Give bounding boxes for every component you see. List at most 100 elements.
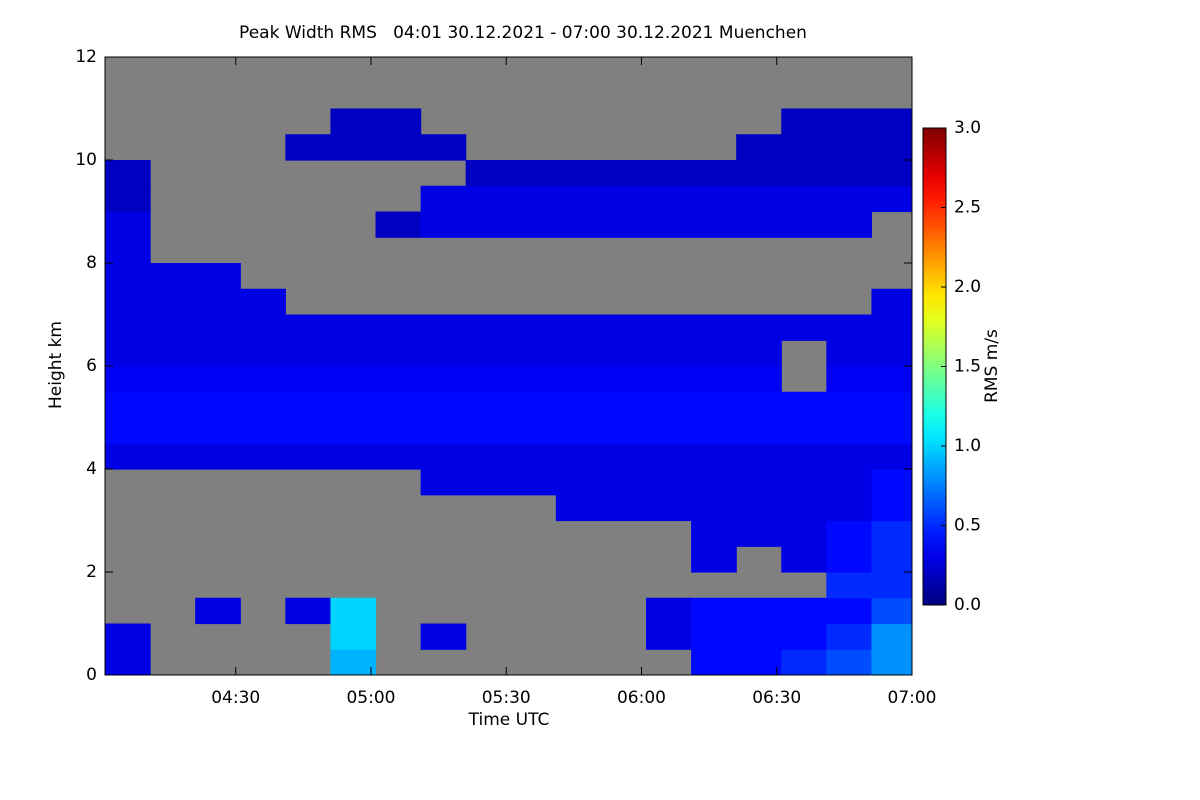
cell — [826, 211, 873, 238]
cell — [195, 314, 241, 341]
cell — [871, 546, 912, 573]
cell — [691, 211, 737, 238]
cell — [871, 366, 912, 393]
cell — [510, 443, 557, 470]
cell — [781, 134, 827, 161]
cell — [285, 340, 332, 367]
cell — [781, 494, 827, 522]
cell — [646, 185, 692, 213]
cell — [465, 366, 512, 393]
cell — [646, 314, 692, 341]
cell — [600, 469, 647, 496]
cell — [150, 443, 196, 470]
cell — [465, 211, 512, 238]
cell — [375, 314, 422, 341]
cell — [105, 340, 151, 367]
cell — [781, 160, 827, 187]
cell — [195, 391, 241, 419]
cell — [691, 520, 737, 547]
cell — [375, 443, 422, 470]
x-tick-label: 04:30 — [211, 688, 260, 708]
cell — [826, 108, 873, 135]
cell — [330, 443, 377, 470]
cell — [781, 546, 827, 573]
cell — [555, 314, 602, 341]
cell — [691, 160, 737, 187]
cell — [871, 417, 912, 444]
cell — [600, 417, 647, 444]
cell — [646, 340, 692, 367]
cell — [510, 340, 557, 367]
cell — [375, 134, 422, 161]
cell — [691, 366, 737, 393]
cell — [285, 443, 332, 470]
cell — [600, 211, 647, 238]
cell — [871, 288, 912, 316]
y-tick-label: 8 — [86, 253, 97, 273]
cell — [736, 597, 782, 625]
cell — [150, 288, 196, 316]
cell — [330, 366, 377, 393]
cell — [871, 185, 912, 213]
cell — [555, 340, 602, 367]
cell — [465, 185, 512, 213]
cell — [736, 134, 782, 161]
cell — [285, 391, 332, 419]
cell — [781, 520, 827, 547]
colorbar-tick-label: 1.5 — [954, 357, 981, 377]
cell — [600, 494, 647, 522]
cells — [105, 108, 912, 675]
cell — [420, 366, 467, 393]
cell — [691, 185, 737, 213]
cell — [736, 520, 782, 547]
cell — [826, 469, 873, 496]
cell — [555, 211, 602, 238]
cell — [555, 391, 602, 419]
cell — [105, 417, 151, 444]
cell — [691, 417, 737, 444]
cell — [105, 443, 151, 470]
cell — [555, 185, 602, 213]
cell — [195, 443, 241, 470]
cell — [691, 623, 737, 650]
cell — [646, 597, 692, 625]
cell — [736, 366, 782, 393]
cell — [510, 160, 557, 187]
cell — [555, 443, 602, 470]
cell — [646, 160, 692, 187]
cell — [736, 469, 782, 496]
y-tick-label: 2 — [86, 562, 97, 582]
colorbar-tick-label: 2.0 — [954, 277, 981, 297]
x-tick-label: 06:30 — [752, 688, 801, 708]
cell — [646, 366, 692, 393]
cell — [781, 314, 827, 341]
cell — [691, 391, 737, 419]
cell — [375, 108, 422, 135]
x-tick-label: 07:00 — [888, 688, 937, 708]
cell — [871, 520, 912, 547]
colorbar-label: RMS m/s — [982, 329, 1002, 403]
cell — [736, 623, 782, 650]
cell — [195, 597, 241, 625]
cell — [555, 494, 602, 522]
cell — [330, 597, 377, 625]
cell — [105, 366, 151, 393]
cell — [510, 391, 557, 419]
cell — [555, 469, 602, 496]
cell — [105, 211, 151, 238]
cell — [826, 366, 873, 393]
cell — [195, 340, 241, 367]
y-tick-label: 12 — [75, 47, 97, 67]
cell — [646, 623, 692, 650]
cell — [330, 417, 377, 444]
cell — [781, 391, 827, 419]
y-tick-label: 4 — [86, 459, 97, 479]
cell — [826, 417, 873, 444]
cell — [600, 443, 647, 470]
cell — [781, 417, 827, 444]
x-tick-label: 05:00 — [346, 688, 395, 708]
cell — [555, 160, 602, 187]
cell — [736, 185, 782, 213]
cell — [600, 160, 647, 187]
